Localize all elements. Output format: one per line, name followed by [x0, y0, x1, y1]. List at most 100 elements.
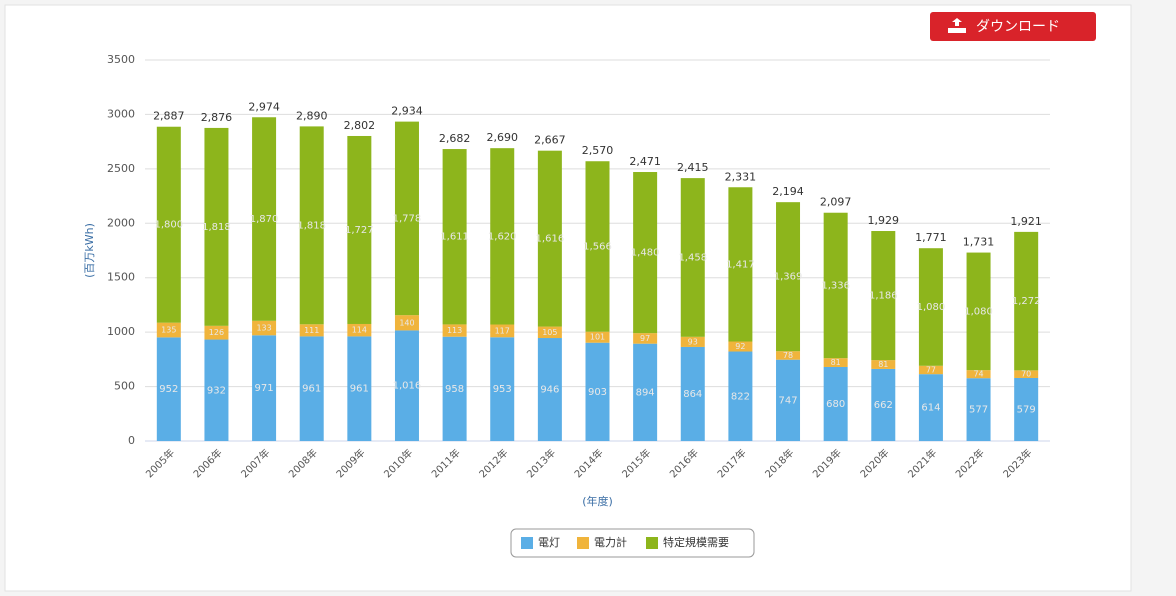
- total-label: 2,887: [153, 110, 185, 123]
- bar-segment: [776, 202, 801, 352]
- bar-segment: [966, 378, 991, 441]
- bar-segment: [585, 331, 610, 343]
- total-label: 1,929: [868, 214, 900, 227]
- legend-label[interactable]: 電灯: [538, 536, 560, 549]
- bar-segment: [252, 320, 277, 336]
- segment-label: 93: [688, 337, 698, 346]
- segment-label: 747: [778, 395, 797, 406]
- bar-segment: [585, 342, 610, 441]
- bar-segment: [537, 150, 562, 327]
- segment-label: 97: [640, 334, 650, 343]
- bar-segment: [633, 172, 658, 334]
- segment-label: 971: [255, 383, 274, 394]
- segment-label: 1,016: [393, 381, 422, 392]
- segment-label: 1,458: [678, 252, 707, 263]
- bar-segment: [347, 135, 372, 324]
- bar-segment: [252, 117, 277, 321]
- bar-segment: [299, 336, 324, 441]
- segment-label: 1,369: [774, 272, 803, 283]
- bar-segment: [871, 360, 896, 369]
- bar-segment: [347, 336, 372, 441]
- y-tick-label: 1000: [107, 325, 135, 338]
- total-label: 2,097: [820, 196, 852, 209]
- total-label: 1,921: [1010, 215, 1042, 228]
- segment-label: 577: [969, 405, 988, 416]
- y-tick-label: 500: [114, 380, 135, 393]
- segment-label: 952: [159, 384, 178, 395]
- bar-segment: [823, 358, 848, 367]
- segment-label: 614: [921, 403, 940, 414]
- segment-label: 958: [445, 384, 464, 395]
- y-tick-label: 2500: [107, 162, 135, 175]
- panel: [4, 4, 1132, 592]
- bar-segment: [299, 324, 324, 337]
- segment-label: 1,616: [536, 234, 565, 245]
- bar-segment: [394, 330, 419, 441]
- x-axis-label: (年度): [582, 494, 613, 508]
- bar-segment: [966, 252, 991, 371]
- segment-label: 1,417: [726, 259, 755, 270]
- legend-swatch[interactable]: [577, 537, 589, 549]
- legend-swatch[interactable]: [646, 537, 658, 549]
- bar-segment: [490, 148, 515, 325]
- download-icon[interactable]: [948, 18, 966, 33]
- bar-segment: [728, 351, 753, 441]
- legend-swatch[interactable]: [521, 537, 533, 549]
- bar-segment: [918, 248, 943, 366]
- bar-segment: [585, 161, 610, 332]
- y-tick-label: 3500: [107, 53, 135, 66]
- segment-label: 126: [209, 328, 224, 337]
- segment-label: 1,611: [440, 232, 469, 243]
- segment-label: 1,080: [964, 306, 993, 317]
- total-label: 2,194: [772, 185, 804, 198]
- button-bg[interactable]: [930, 12, 1096, 41]
- y-tick-label: 3000: [107, 107, 135, 120]
- total-label: 2,802: [344, 119, 376, 132]
- y-tick-label: 2000: [107, 216, 135, 229]
- total-label: 2,974: [248, 100, 280, 113]
- legend-label[interactable]: 電力計: [594, 535, 627, 549]
- segment-label: 1,818: [297, 220, 326, 231]
- segment-label: 1,818: [202, 222, 231, 233]
- bar-segment: [728, 187, 753, 342]
- bar-segment: [490, 337, 515, 441]
- segment-label: 92: [735, 342, 745, 351]
- segment-label: 961: [302, 384, 321, 395]
- legend-box: [510, 528, 755, 558]
- bar-segment: [871, 368, 896, 441]
- bar-segment: [156, 322, 181, 338]
- y-tick-label: 1500: [107, 271, 135, 284]
- bar-segment: [537, 326, 562, 339]
- bar-segment: [776, 351, 801, 360]
- segment-label: 77: [926, 365, 936, 374]
- segment-label: 946: [540, 385, 559, 396]
- button-label[interactable]: ダウンロード: [976, 19, 1060, 35]
- segment-label: 1,800: [154, 220, 183, 231]
- bar-segment: [442, 149, 467, 325]
- segment-label: 114: [352, 326, 367, 335]
- download-button[interactable]: ダウンロード: [930, 12, 1096, 41]
- total-label: 2,415: [677, 161, 709, 174]
- legend[interactable]: 電灯 電力計 特定規模需要: [510, 528, 755, 558]
- segment-label: 1,727: [345, 225, 374, 236]
- segment-label: 78: [783, 351, 793, 360]
- total-label: 1,771: [915, 231, 947, 244]
- segment-label: 864: [683, 389, 702, 400]
- bar-segment: [394, 315, 419, 331]
- segment-label: 111: [304, 326, 319, 335]
- bar-segment: [156, 337, 181, 441]
- segment-label: 101: [590, 333, 605, 342]
- bar-segment: [633, 333, 658, 344]
- bar-segment: [204, 325, 229, 340]
- segment-label: 133: [256, 324, 271, 333]
- segment-label: 70: [1021, 370, 1031, 379]
- bar-segment: [966, 370, 991, 379]
- total-label: 2,331: [725, 170, 757, 183]
- segment-label: 1,336: [821, 280, 850, 291]
- segment-label: 1,620: [488, 231, 517, 242]
- total-label: 2,890: [296, 109, 328, 122]
- segment-label: 1,566: [583, 241, 612, 252]
- legend-label[interactable]: 特定規模需要: [663, 535, 729, 549]
- bar-segment: [394, 121, 419, 316]
